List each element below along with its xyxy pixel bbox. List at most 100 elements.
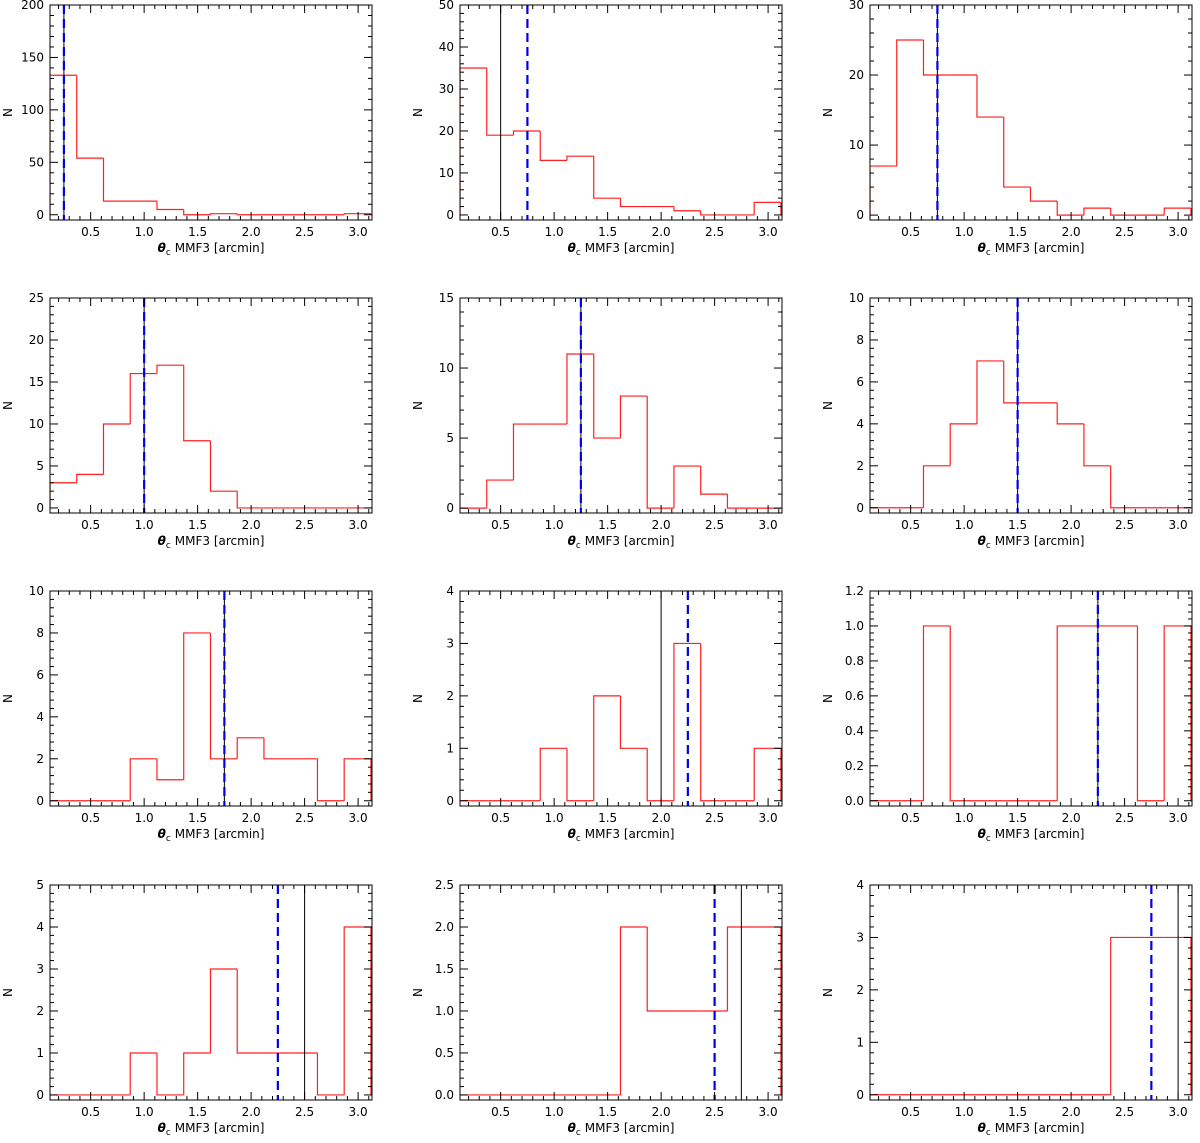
x-axis-label-symbol: θ <box>978 534 986 548</box>
plot-area <box>50 591 372 806</box>
x-axis-label-text: MMF3 [arcmin] <box>585 827 675 841</box>
y-tick-label: 10 <box>439 361 454 375</box>
y-tick-label: 3 <box>856 930 864 944</box>
x-axis-label: θc MMF3 [arcmin] <box>978 534 1085 551</box>
y-tick-label: 2 <box>856 459 864 473</box>
plot-frame <box>459 884 783 1101</box>
histogram-bin <box>183 1052 211 1095</box>
x-tick-label: 2.0 <box>652 518 671 532</box>
x-tick-label: 0.5 <box>81 518 100 532</box>
histogram-bin <box>673 465 701 509</box>
x-tick-label: 2.5 <box>1115 1105 1134 1119</box>
histogram-bin <box>593 156 621 199</box>
plot-area <box>50 298 371 513</box>
histogram-bin <box>949 423 977 466</box>
histogram-bin <box>976 75 1004 118</box>
histogram-bin <box>102 158 131 202</box>
y-tick-label: 4 <box>446 584 454 598</box>
histogram-bin <box>209 968 238 1053</box>
x-tick-label: 3.0 <box>759 518 778 532</box>
x-tick-label: 1.5 <box>1008 518 1027 532</box>
histogram-bin <box>619 395 648 439</box>
x-tick-label: 0.5 <box>901 811 920 825</box>
histogram-bin <box>76 75 104 159</box>
y-tick-label: 50 <box>29 155 44 169</box>
y-tick-label: 2 <box>36 752 44 766</box>
histogram-bin <box>922 465 951 508</box>
x-tick-label: 1.5 <box>598 1105 617 1119</box>
x-tick-label: 0.5 <box>491 518 510 532</box>
y-tick-label: 20 <box>849 68 864 82</box>
x-tick-label: 3.0 <box>349 518 368 532</box>
histogram-bin <box>183 209 211 216</box>
x-axis-label-symbol: θ <box>158 1121 166 1135</box>
histogram-bin <box>1163 625 1191 801</box>
x-tick-label: 1.0 <box>135 225 154 239</box>
histogram-bin <box>1110 936 1138 1095</box>
y-tick-label: 4 <box>36 710 44 724</box>
x-axis-label: θc MMF3 [arcmin] <box>158 1121 265 1138</box>
y-tick-label: 8 <box>36 626 44 640</box>
y-axis-label: N <box>411 401 425 410</box>
x-tick-label: 1.5 <box>188 1105 207 1119</box>
x-tick-label: 1.0 <box>135 811 154 825</box>
plot-frame <box>869 4 1193 221</box>
y-tick-label: 30 <box>849 0 864 12</box>
histogram-panel-11: 0.5 1.0 1.5 2.0 2.5 3.0 0.0 0.5 1.0 1.5 2.0 2.5 Nθc M… <box>411 878 783 1138</box>
y-tick-label: 30 <box>439 82 454 96</box>
x-axis-label-text: MMF3 [arcmin] <box>175 534 265 548</box>
x-axis-label-text: MMF3 [arcmin] <box>175 241 265 255</box>
x-tick-label: 1.0 <box>135 518 154 532</box>
histogram-bin <box>566 748 594 802</box>
x-axis-label-text: MMF3 [arcmin] <box>995 241 1085 255</box>
histogram-bin <box>1003 360 1031 404</box>
y-tick-label: 2 <box>36 1004 44 1018</box>
histogram-bin <box>922 40 951 76</box>
histogram-bin <box>949 625 977 802</box>
y-tick-label: 1.2 <box>845 584 864 598</box>
histogram-bin <box>1110 465 1138 509</box>
histogram-bin <box>700 210 728 216</box>
histogram-bin <box>129 1052 157 1095</box>
histogram-bin <box>700 466 728 495</box>
histogram-bin <box>539 130 567 161</box>
x-tick-label: 2.0 <box>1062 225 1081 239</box>
x-tick-label: 1.5 <box>598 811 617 825</box>
x-tick-label: 0.5 <box>901 225 920 239</box>
histogram-bin <box>726 926 755 1011</box>
histogram-panel-5: 0.5 1.0 1.5 2.0 2.5 3.0 0 5 10 15 Nθc MMF3 [arcmin] <box>411 291 783 551</box>
x-tick-label: 2.0 <box>1062 1105 1081 1119</box>
plot-area <box>870 5 1192 220</box>
x-axis-label-text: MMF3 [arcmin] <box>585 1121 675 1135</box>
y-tick-label: 100 <box>21 103 44 117</box>
x-axis-label: θc MMF3 [arcmin] <box>568 241 675 258</box>
x-tick-label: 2.0 <box>652 811 671 825</box>
y-tick-label: 1 <box>446 741 454 755</box>
x-tick-label: 2.0 <box>1062 518 1081 532</box>
histogram-bin <box>1056 201 1084 216</box>
histogram-bin <box>1056 625 1084 801</box>
y-axis-label: N <box>1 988 15 997</box>
plot-frame <box>869 884 1193 1101</box>
plot-area <box>870 298 1191 513</box>
x-axis-label-symbol: θ <box>568 827 576 841</box>
x-tick-label: 0.5 <box>491 225 510 239</box>
y-tick-label: 4 <box>856 878 864 892</box>
y-tick-label: 3 <box>36 962 44 976</box>
plot-area <box>870 591 1192 806</box>
x-tick-label: 2.5 <box>705 518 724 532</box>
x-axis-label-text: MMF3 [arcmin] <box>175 1121 265 1135</box>
y-tick-label: 0 <box>36 501 44 515</box>
histogram-bin <box>343 213 371 215</box>
x-axis-label: θc MMF3 [arcmin] <box>978 241 1085 258</box>
y-axis-label: N <box>821 401 835 410</box>
y-tick-label: 4 <box>36 920 44 934</box>
plot-frame <box>49 4 373 221</box>
histogram-bin <box>156 1052 184 1096</box>
x-axis-label-symbol: θ <box>568 534 576 548</box>
plot-area <box>50 5 372 220</box>
y-tick-label: 40 <box>439 40 454 54</box>
plot-area <box>460 591 782 806</box>
histogram-bin <box>1029 187 1058 202</box>
histogram-bin <box>700 643 728 802</box>
